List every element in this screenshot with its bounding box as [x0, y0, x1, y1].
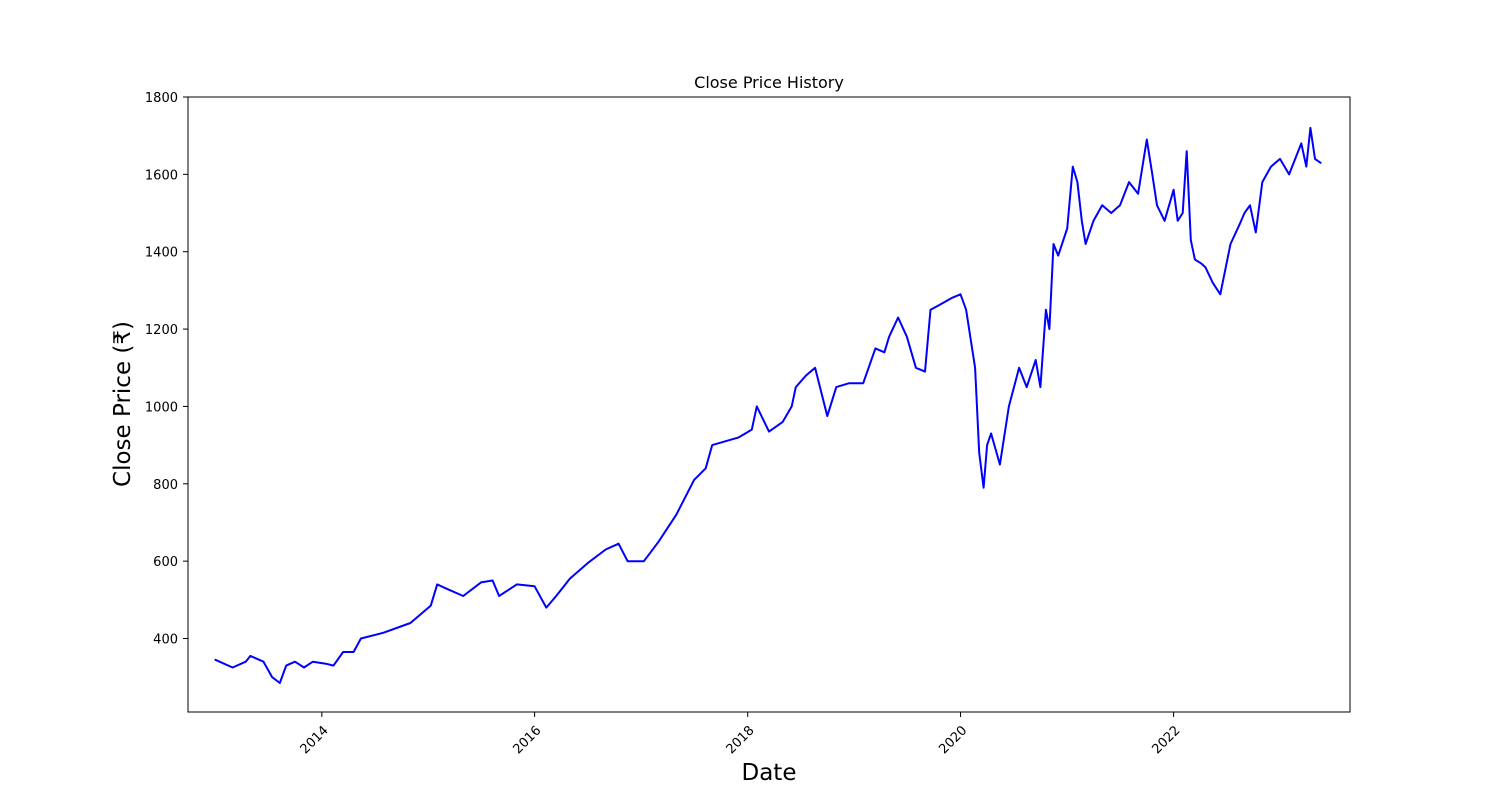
- x-tick-label: 2020: [936, 723, 970, 757]
- y-tick-label: 1200: [145, 323, 178, 338]
- y-tick-label: 400: [153, 633, 178, 648]
- x-tick-label: 2014: [298, 723, 332, 757]
- x-tick-label: 2018: [724, 723, 758, 757]
- y-tick-label: 800: [153, 478, 178, 493]
- y-tick-label: 1400: [145, 246, 178, 261]
- plot-area: [214, 126, 1322, 684]
- y-axis-label: Close Price (₹): [110, 321, 136, 487]
- chart-title: Close Price History: [694, 73, 844, 92]
- plot-frame: [187, 96, 1351, 713]
- y-tick-label: 1800: [145, 91, 178, 106]
- x-tick-label: 2016: [510, 723, 544, 757]
- x-axis-label: Date: [742, 760, 797, 786]
- price-series-line: [214, 126, 1322, 684]
- x-tick-label: 2022: [1149, 723, 1183, 757]
- y-tick-label: 1000: [145, 400, 178, 415]
- y-tick-label: 1600: [145, 168, 178, 183]
- y-tick-label: 600: [153, 555, 178, 570]
- axes: 400 600 800 1000 1200 1400 1600 1800 2014 2016 201…: [145, 91, 1351, 757]
